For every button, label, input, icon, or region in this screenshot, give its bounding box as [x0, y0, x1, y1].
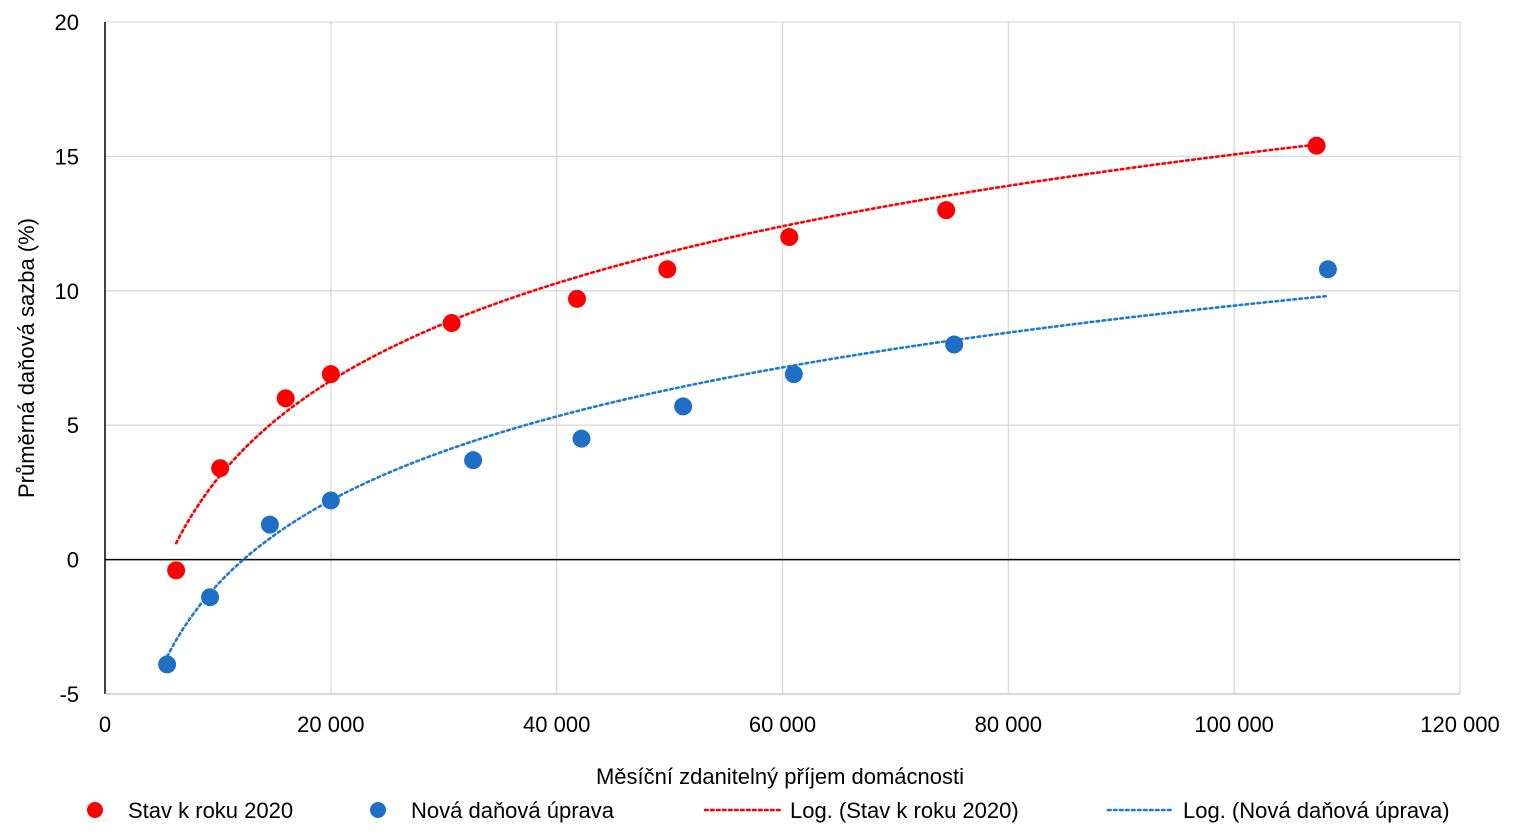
data-point	[321, 491, 340, 510]
data-point	[658, 260, 677, 279]
trendlines	[165, 143, 1330, 658]
data-point	[1318, 260, 1337, 279]
x-tick-label: 40 000	[523, 712, 590, 737]
data-point	[464, 451, 483, 470]
legend-marker	[87, 802, 103, 818]
y-tick-label: 0	[67, 548, 79, 573]
legend: Stav k roku 2020 Nová daňová úprava Log. (…	[87, 798, 1450, 823]
legend-label: Log. (Nová daňová úprava)	[1183, 798, 1450, 823]
trendline	[165, 294, 1330, 658]
y-tick-label: 20	[55, 10, 79, 35]
x-tick-label: 120 000	[1420, 712, 1500, 737]
y-tick-label: 15	[55, 144, 79, 169]
x-tick-label: 20 000	[297, 712, 364, 737]
points	[158, 136, 1337, 674]
data-point	[937, 201, 956, 220]
y-tick-label: 10	[55, 279, 79, 304]
data-point	[321, 365, 340, 384]
legend-label: Stav k roku 2020	[128, 798, 293, 823]
axes	[104, 22, 1460, 695]
data-point	[201, 588, 220, 607]
data-point	[567, 289, 586, 308]
data-point	[211, 459, 230, 478]
data-point	[276, 389, 295, 408]
data-point	[158, 655, 177, 674]
y-axis-label: Průměrná daňová sazba (%)	[14, 218, 39, 498]
data-point	[945, 335, 964, 354]
data-point	[784, 365, 803, 384]
y-tick-label: 5	[67, 413, 79, 438]
data-point	[167, 561, 186, 580]
tick-labels: -5 0 5 10 15 20 0 20 000 40 000 60 000 80 000 100 0…	[55, 10, 1500, 737]
data-point	[780, 228, 799, 247]
legend-label: Log. (Stav k roku 2020)	[790, 798, 1019, 823]
x-tick-label: 60 000	[749, 712, 816, 737]
data-point	[442, 314, 461, 333]
y-tick-label: -5	[59, 682, 79, 707]
legend-label: Nová daňová úprava	[411, 798, 615, 823]
data-point	[1307, 136, 1326, 155]
legend-marker	[370, 802, 386, 818]
data-point	[572, 429, 591, 448]
trendline	[174, 143, 1318, 545]
x-tick-label: 0	[99, 712, 111, 737]
grid	[105, 21, 1461, 694]
data-point	[674, 397, 693, 416]
data-point	[260, 515, 279, 534]
x-tick-label: 80 000	[975, 712, 1042, 737]
x-axis-label: Měsíční zdanitelný příjem domácnosti	[596, 764, 964, 789]
x-tick-label: 100 000	[1194, 712, 1274, 737]
